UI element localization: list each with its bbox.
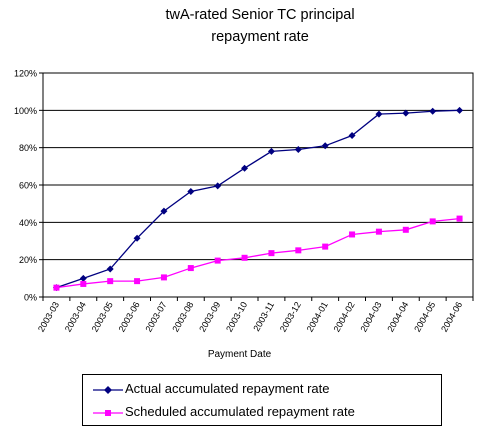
y-tick-label: 40%: [19, 218, 37, 228]
data-point: [429, 218, 436, 225]
x-tick-label: 2003-04: [63, 300, 88, 334]
data-point: [429, 107, 437, 115]
data-point: [107, 278, 114, 285]
data-point: [80, 280, 87, 287]
data-point: [294, 146, 302, 154]
x-tick-label: 2003-08: [170, 300, 195, 334]
legend-item-actual: Actual accumulated repayment rate: [83, 380, 441, 400]
x-axis-label: Payment Date: [207, 349, 272, 360]
data-point: [375, 110, 383, 118]
x-tick-label: 2003-05: [90, 300, 115, 334]
legend-swatch-scheduled: [93, 410, 123, 416]
data-point: [187, 265, 194, 272]
legend-swatch-actual: [93, 386, 123, 394]
series-line: [56, 109, 460, 289]
data-point: [160, 207, 168, 215]
legend: Actual accumulated repayment rate Schedu…: [82, 374, 442, 426]
data-point: [160, 274, 167, 281]
line-chart: 0%20%40%60%80%100%120%2003-03 2003-04 2003…: [14, 69, 474, 334]
x-tick-label: 2003-06: [117, 300, 142, 334]
y-tick-label: 20%: [19, 255, 37, 265]
x-tick-label: 2004-06: [439, 300, 464, 334]
y-tick-label: 100%: [14, 106, 37, 116]
x-tick-label: 2004-05: [412, 300, 437, 334]
data-point: [134, 278, 141, 285]
data-point: [348, 132, 356, 140]
legend-label-scheduled: Scheduled accumulated repayment rate: [125, 404, 355, 419]
x-tick-label: 2004-04: [385, 300, 410, 334]
chart-title: twA-rated Senior TC principal repayment …: [150, 4, 370, 48]
x-tick-label: 2003-11: [251, 300, 276, 333]
x-tick-label: 2004-03: [358, 300, 383, 334]
data-point: [402, 109, 410, 117]
data-point: [295, 247, 302, 254]
data-point: [322, 243, 329, 250]
series-line: [56, 217, 460, 289]
data-point: [106, 265, 114, 273]
data-point: [267, 147, 275, 155]
data-point: [133, 234, 141, 242]
data-point: [321, 142, 329, 150]
x-tick-label: 2003-12: [278, 300, 303, 334]
data-point: [456, 215, 463, 222]
data-point: [268, 250, 275, 257]
x-tick-label: 2003-09: [197, 300, 222, 334]
data-point: [241, 254, 248, 261]
data-point: [214, 182, 222, 190]
data-point: [241, 164, 249, 172]
data-point: [187, 188, 195, 196]
data-point: [214, 257, 221, 264]
y-tick-label: 80%: [19, 143, 37, 153]
data-point: [402, 226, 409, 233]
chart-title-line-2: repayment rate: [211, 29, 309, 45]
data-point: [375, 228, 382, 235]
data-point: [456, 106, 464, 114]
y-tick-label: 0%: [24, 293, 37, 303]
x-tick-label: 2004-02: [332, 300, 357, 334]
x-tick-label: 2003-10: [224, 300, 249, 334]
x-tick-label: 2003-07: [143, 300, 168, 334]
chart-title-line-1: twA-rated Senior TC principal: [165, 7, 355, 23]
data-point: [349, 231, 356, 238]
y-tick-label: 120%: [14, 69, 37, 79]
data-point: [53, 284, 60, 291]
legend-label-actual: Actual accumulated repayment rate: [125, 381, 330, 396]
x-tick-label: 2003-03: [36, 300, 61, 334]
x-tick-label: 2004-01: [305, 300, 330, 334]
data-point: [79, 274, 87, 282]
legend-item-scheduled: Scheduled accumulated repayment rate: [83, 403, 441, 423]
y-tick-label: 60%: [19, 181, 37, 191]
